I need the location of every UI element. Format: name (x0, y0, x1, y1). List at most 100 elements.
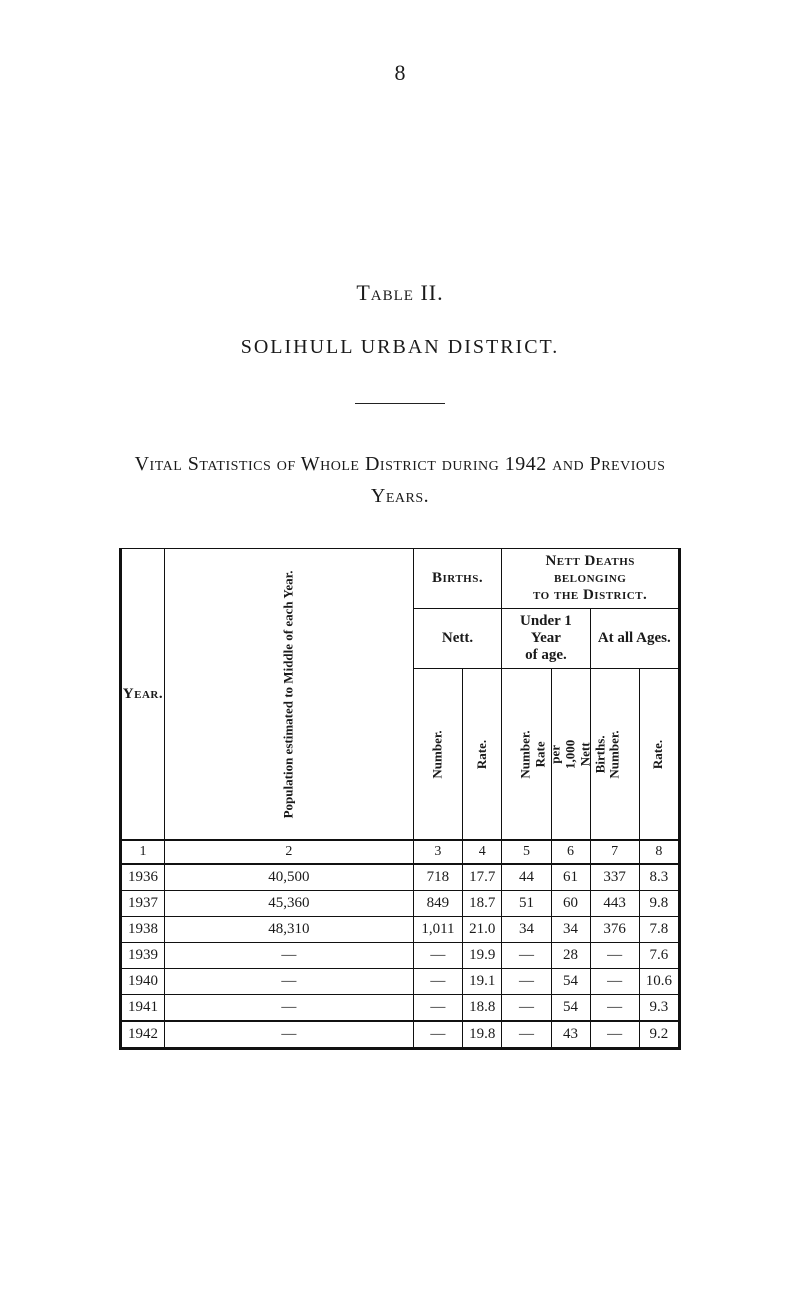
subheader-under1: Under 1 Year of age. (502, 609, 590, 669)
table-row: 1938 48,310 1,011 21.0 34 34 376 7.8 (120, 917, 679, 943)
cell-dr: 43 (551, 1021, 590, 1049)
cell-ar: 9.2 (639, 1021, 679, 1049)
cell-dr: 54 (551, 995, 590, 1022)
cell-year: 1938 (120, 917, 164, 943)
cell-year: 1941 (120, 995, 164, 1022)
rate-label: Rate. (651, 739, 666, 768)
year-label: Year. (123, 686, 163, 703)
section-title-line-1: Vital Statistics of Whole District durin… (135, 453, 666, 475)
cell-an: — (590, 969, 639, 995)
statistics-table: Year. Population estimated to Middle of … (119, 548, 681, 1050)
cell-ar: 10.6 (639, 969, 679, 995)
table-row: 1941 — — 18.8 — 54 — 9.3 (120, 995, 679, 1022)
cell-pop: 48,310 (164, 917, 413, 943)
horizontal-rule (355, 403, 445, 404)
section-title-line-2: Years. (371, 485, 429, 507)
cell-dr: 28 (551, 943, 590, 969)
cell-br: 19.1 (463, 969, 502, 995)
cell-dn: 34 (502, 917, 551, 943)
subheader-births-number: Number. (413, 669, 462, 841)
cell-dn: 51 (502, 891, 551, 917)
page-number: 8 (395, 60, 406, 86)
cell-bn: 718 (413, 864, 462, 891)
cell-br: 18.7 (463, 891, 502, 917)
cell-bn: 849 (413, 891, 462, 917)
cell-dn: — (502, 943, 551, 969)
cell-ar: 7.8 (639, 917, 679, 943)
col-index: 5 (502, 840, 551, 864)
cell-pop: — (164, 1021, 413, 1049)
population-label: Population estimated to Middle of each Y… (281, 570, 296, 818)
cell-pop: — (164, 995, 413, 1022)
col-header-population: Population estimated to Middle of each Y… (164, 549, 413, 841)
table-row: 1942 — — 19.8 — 43 — 9.2 (120, 1021, 679, 1049)
col-header-year: Year. (120, 549, 164, 841)
cell-year: 1942 (120, 1021, 164, 1049)
cell-dr: 34 (551, 917, 590, 943)
subheader-deaths-all-rate: Rate. (639, 669, 679, 841)
col-index: 4 (463, 840, 502, 864)
number-label: Number. (607, 730, 622, 778)
subheader-deaths-under1-rate: Rate per 1,000 Nett Births. (551, 669, 590, 841)
cell-an: — (590, 943, 639, 969)
col-header-births: Births. (413, 549, 502, 609)
cell-bn: — (413, 969, 462, 995)
cell-ar: 9.3 (639, 995, 679, 1022)
col-index: 1 (120, 840, 164, 864)
cell-br: 18.8 (463, 995, 502, 1022)
subheader-nett: Nett. (413, 609, 502, 669)
cell-dr: 61 (551, 864, 590, 891)
cell-br: 17.7 (463, 864, 502, 891)
col-header-deaths: Nett Deaths belonging to the District. (502, 549, 680, 609)
cell-dn: — (502, 1021, 551, 1049)
cell-pop: — (164, 943, 413, 969)
cell-dn: 44 (502, 864, 551, 891)
cell-an: — (590, 995, 639, 1022)
cell-br: 19.8 (463, 1021, 502, 1049)
cell-an: 337 (590, 864, 639, 891)
col-index: 6 (551, 840, 590, 864)
col-index: 2 (164, 840, 413, 864)
cell-year: 1937 (120, 891, 164, 917)
cell-pop: 45,360 (164, 891, 413, 917)
cell-ar: 7.6 (639, 943, 679, 969)
cell-bn: — (413, 943, 462, 969)
table-row: 1936 40,500 718 17.7 44 61 337 8.3 (120, 864, 679, 891)
col-index: 8 (639, 840, 679, 864)
table-wrapper: Year. Population estimated to Middle of … (120, 548, 680, 1050)
page: 8 Table II. SOLIHULL URBAN DISTRICT. Vit… (0, 0, 800, 1302)
cell-bn: 1,011 (413, 917, 462, 943)
district-title: SOLIHULL URBAN DISTRICT. (120, 336, 680, 359)
subheader-births-rate: Rate. (463, 669, 502, 841)
cell-bn: — (413, 1021, 462, 1049)
cell-year: 1936 (120, 864, 164, 891)
cell-an: — (590, 1021, 639, 1049)
cell-dr: 60 (551, 891, 590, 917)
col-index: 3 (413, 840, 462, 864)
cell-an: 443 (590, 891, 639, 917)
cell-pop: 40,500 (164, 864, 413, 891)
cell-an: 376 (590, 917, 639, 943)
cell-year: 1939 (120, 943, 164, 969)
cell-pop: — (164, 969, 413, 995)
table-row: 1939 — — 19.9 — 28 — 7.6 (120, 943, 679, 969)
col-index: 7 (590, 840, 639, 864)
cell-dr: 54 (551, 969, 590, 995)
number-label: Number. (430, 730, 445, 778)
cell-year: 1940 (120, 969, 164, 995)
section-title: Vital Statistics of Whole District durin… (120, 448, 680, 512)
table-caption: Table II. (120, 280, 680, 306)
table-row: 1940 — — 19.1 — 54 — 10.6 (120, 969, 679, 995)
cell-ar: 8.3 (639, 864, 679, 891)
cell-ar: 9.8 (639, 891, 679, 917)
cell-br: 21.0 (463, 917, 502, 943)
cell-dn: — (502, 995, 551, 1022)
cell-br: 19.9 (463, 943, 502, 969)
subheader-allages: At all Ages. (590, 609, 680, 669)
table-row: 1937 45,360 849 18.7 51 60 443 9.8 (120, 891, 679, 917)
column-index-row: 1 2 3 4 5 6 7 8 (120, 840, 679, 864)
cell-bn: — (413, 995, 462, 1022)
rate-label: Rate. (475, 739, 490, 768)
rate-per-label: Rate per 1,000 Nett Births. (533, 735, 608, 773)
cell-dn: — (502, 969, 551, 995)
